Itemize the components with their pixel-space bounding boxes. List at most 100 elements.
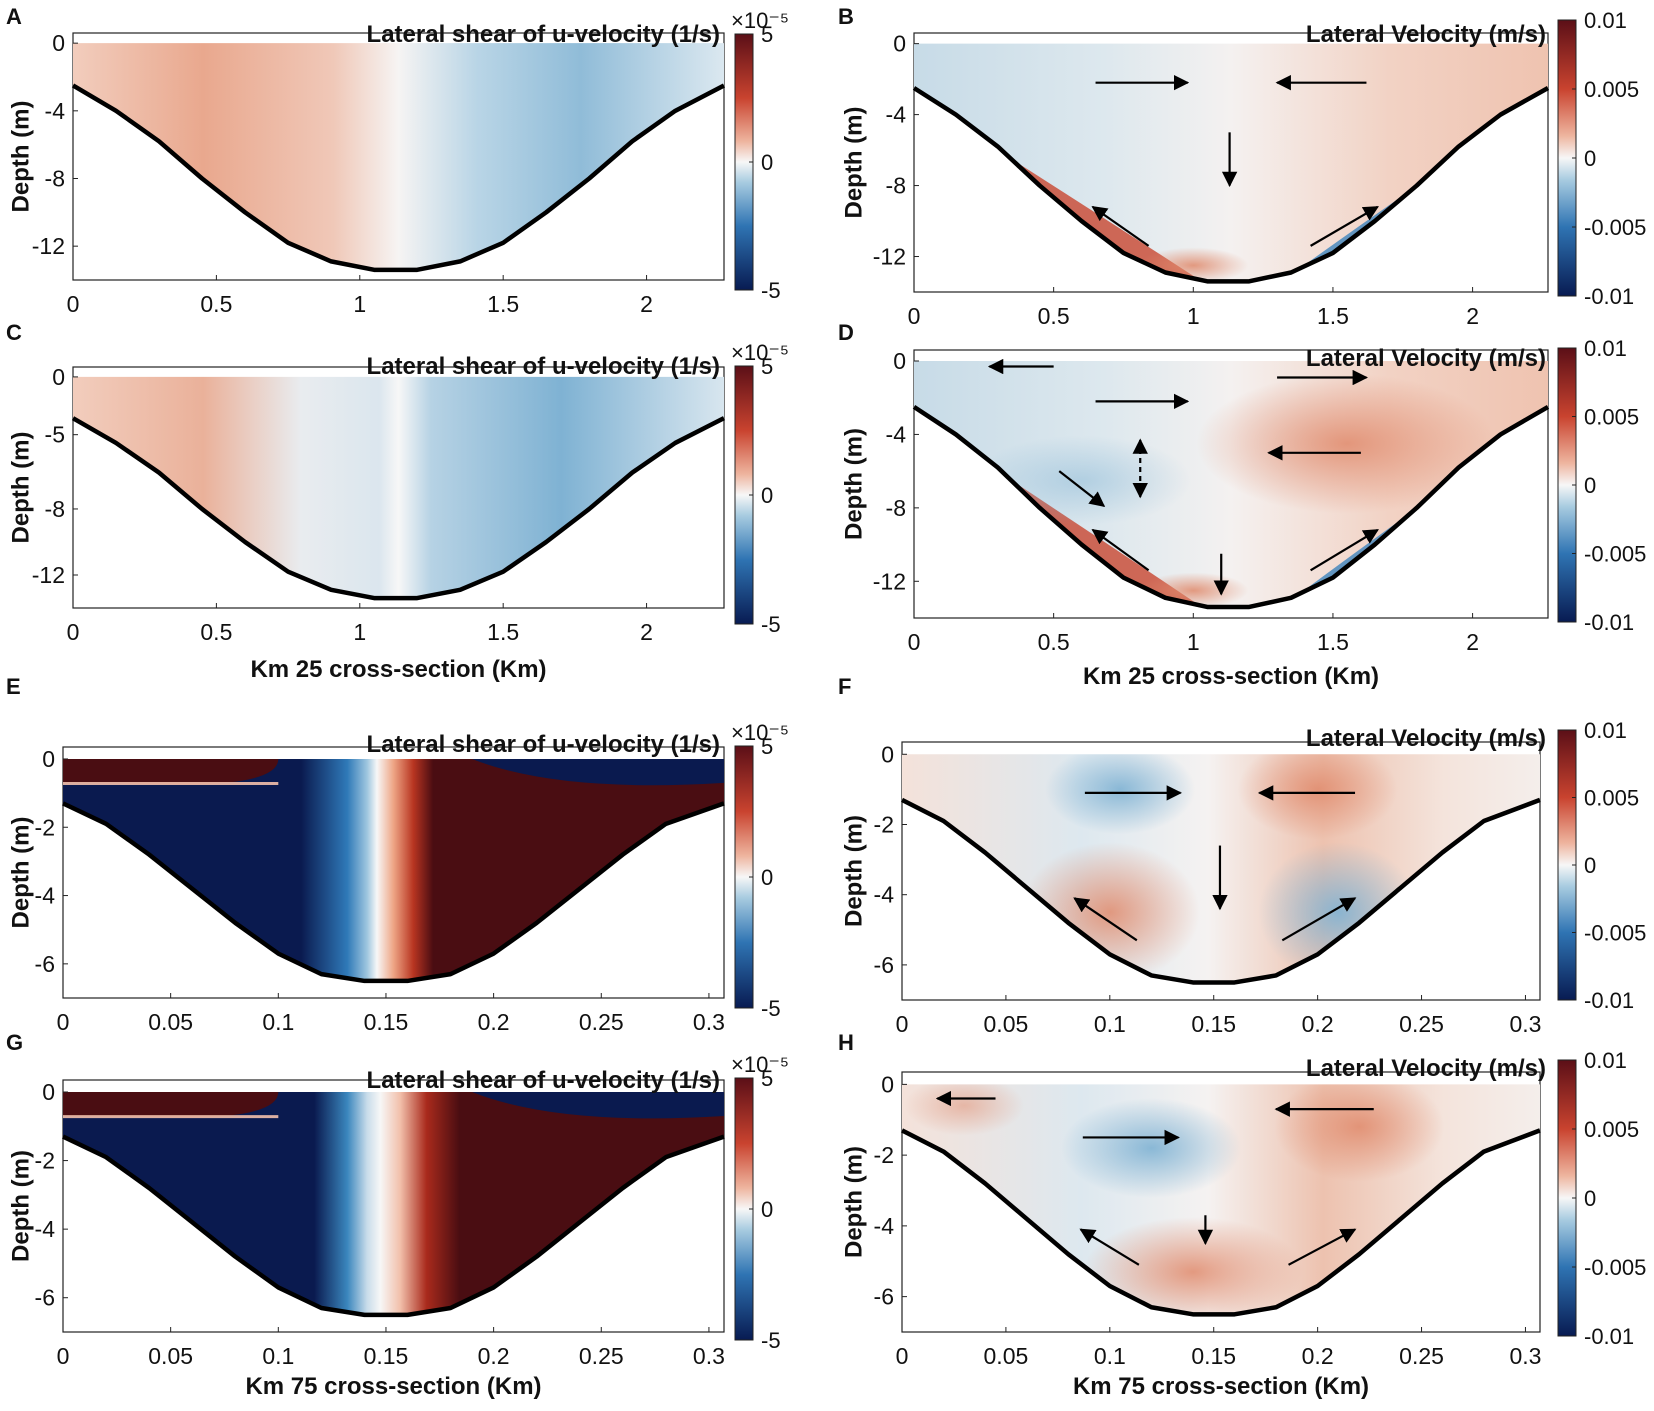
x-tick-label: 0.5: [1038, 303, 1070, 329]
panel-title: Lateral Velocity (m/s): [1306, 345, 1546, 372]
colorbar-tick-label: 0: [761, 483, 773, 508]
y-tick-label: -8: [45, 165, 65, 191]
colorbar-tick-label: -0.005: [1584, 1255, 1646, 1280]
flow-arrow: [1091, 205, 1150, 247]
surface-band-blue: [472, 758, 724, 786]
y-tick-label: -4: [45, 98, 66, 124]
x-tick-label: 0.2: [478, 1009, 510, 1035]
colorbar-tick-label: 0: [761, 1197, 773, 1222]
panel-label: E: [6, 674, 21, 699]
surface-band-red: [63, 1092, 279, 1118]
x-tick-label: 2: [640, 619, 653, 645]
colorbar-tick-label: -0.01: [1584, 988, 1634, 1013]
y-axis-label: Depth (m): [840, 815, 867, 927]
colorbar-tick-label: 0.01: [1584, 8, 1627, 33]
y-tick-label: 0: [52, 30, 65, 56]
colorbar-tick-label: 0.01: [1584, 336, 1627, 361]
bathymetry-line: [900, 797, 1541, 985]
y-tick-label: -12: [873, 568, 906, 594]
flow-arrow: [1310, 528, 1379, 572]
bathymetry-line: [900, 1128, 1541, 1317]
y-tick-label: -12: [32, 233, 65, 259]
y-tick-label: 0: [42, 746, 55, 772]
x-tick-label: 1: [353, 291, 366, 317]
colorbar-tick-label: 0.005: [1584, 405, 1639, 430]
colorbar-tick-label: -0.01: [1584, 284, 1634, 309]
y-tick-label: -4: [874, 1213, 895, 1239]
panel-H: 0 0.05 0.1 0.15 0.2 0.25 0.3 0 -2 -4 -6 Depth (m) Km…: [838, 1030, 1646, 1400]
x-tick-label: 0: [57, 1343, 70, 1369]
surface-band-blue: [472, 1092, 724, 1119]
colorbar-exponent: ×10⁻⁵: [731, 340, 789, 365]
y-tick-label: 0: [893, 348, 906, 374]
x-tick-label: 1: [1187, 629, 1200, 655]
x-tick-label: 0.15: [364, 1009, 409, 1035]
x-tick-label: 0.15: [1191, 1343, 1236, 1369]
colorbar-tick-label: 0: [1584, 473, 1596, 498]
colorbar-tick-label: 0: [1584, 146, 1596, 171]
panel-label: B: [838, 4, 854, 29]
colorbar-tick-label: 0.01: [1584, 718, 1627, 743]
y-axis-label: Depth (m): [7, 101, 34, 213]
x-tick-label: 0.3: [1509, 1011, 1541, 1037]
blue-blob: [1045, 754, 1196, 835]
x-tick-label: 0.1: [262, 1009, 294, 1035]
x-tick-label: 0.5: [200, 619, 232, 645]
y-tick-label: -6: [35, 951, 55, 977]
x-axis-label: Km 75 cross-section (Km): [245, 1373, 541, 1400]
x-tick-label: 1: [353, 619, 366, 645]
colorbar-tick-label: 5: [761, 734, 773, 759]
y-axis-label: Depth (m): [840, 1146, 867, 1258]
bathymetry-line: [62, 1134, 725, 1318]
x-tick-label: 0.2: [1302, 1343, 1334, 1369]
panel-C: 0 0.5 1 1.5 2 0 -5 -8 -12 Depth (m) Km 25 cross-se…: [6, 320, 789, 683]
y-tick-label: -4: [35, 1216, 56, 1242]
colorbar-tick-label: 0.005: [1584, 1117, 1639, 1142]
colorbar-tick-label: -5: [761, 278, 781, 303]
red-blob: [1196, 373, 1497, 514]
panel-title: Lateral Velocity (m/s): [1306, 725, 1546, 752]
x-tick-label: 2: [1466, 629, 1479, 655]
x-tick-label: 1.5: [1317, 303, 1349, 329]
colorbar-exponent: ×10⁻⁵: [731, 1052, 789, 1077]
x-tick-label: 1.5: [487, 619, 519, 645]
x-tick-label: 1.5: [1317, 629, 1349, 655]
flow-arrow: [1310, 205, 1379, 247]
y-tick-label: 0: [42, 1079, 55, 1105]
x-tick-label: 0.2: [478, 1343, 510, 1369]
x-tick-label: 0.15: [364, 1343, 409, 1369]
bathymetry-line: [62, 801, 725, 984]
y-tick-label: -2: [874, 811, 894, 837]
x-axis-label: Km 75 cross-section (Km): [1073, 1373, 1369, 1400]
velocity-field: [73, 43, 724, 270]
panel-label: F: [838, 674, 851, 699]
colorbar-tick-label: 0: [1584, 853, 1596, 878]
colorbar-tick-label: 0: [1584, 1186, 1596, 1211]
panel-F: 0 0.05 0.1 0.15 0.2 0.25 0.3 0 -2 -4 -6 Depth (m) La…: [838, 674, 1646, 1037]
panel-D: 0 0.5 1 1.5 2 0 -4 -8 -12 Depth (m) Km 25 cross-se…: [838, 320, 1646, 690]
y-tick-label: -2: [35, 814, 55, 840]
flow-arrow: [1281, 897, 1357, 942]
y-tick-label: -2: [35, 1148, 55, 1174]
x-tick-label: 0.25: [579, 1343, 624, 1369]
y-tick-label: -6: [874, 1284, 894, 1310]
x-tick-label: 0.05: [984, 1343, 1029, 1369]
y-tick-label: -2: [874, 1142, 894, 1168]
blue-blob: [1061, 1098, 1242, 1199]
x-tick-label: 0: [908, 629, 921, 655]
x-tick-label: 1: [1187, 303, 1200, 329]
x-tick-label: 0.5: [1038, 629, 1070, 655]
velocity-field: [914, 43, 1548, 282]
y-tick-label: -4: [35, 883, 56, 909]
x-tick-label: 2: [1466, 303, 1479, 329]
colorbar-tick-label: 0: [761, 150, 773, 175]
y-tick-label: -6: [874, 952, 894, 978]
x-tick-label: 0.2: [1302, 1011, 1334, 1037]
y-tick-label: -5: [45, 422, 65, 448]
x-axis-label: Km 25 cross-section (Km): [1083, 663, 1379, 690]
y-tick-label: -12: [32, 562, 65, 588]
